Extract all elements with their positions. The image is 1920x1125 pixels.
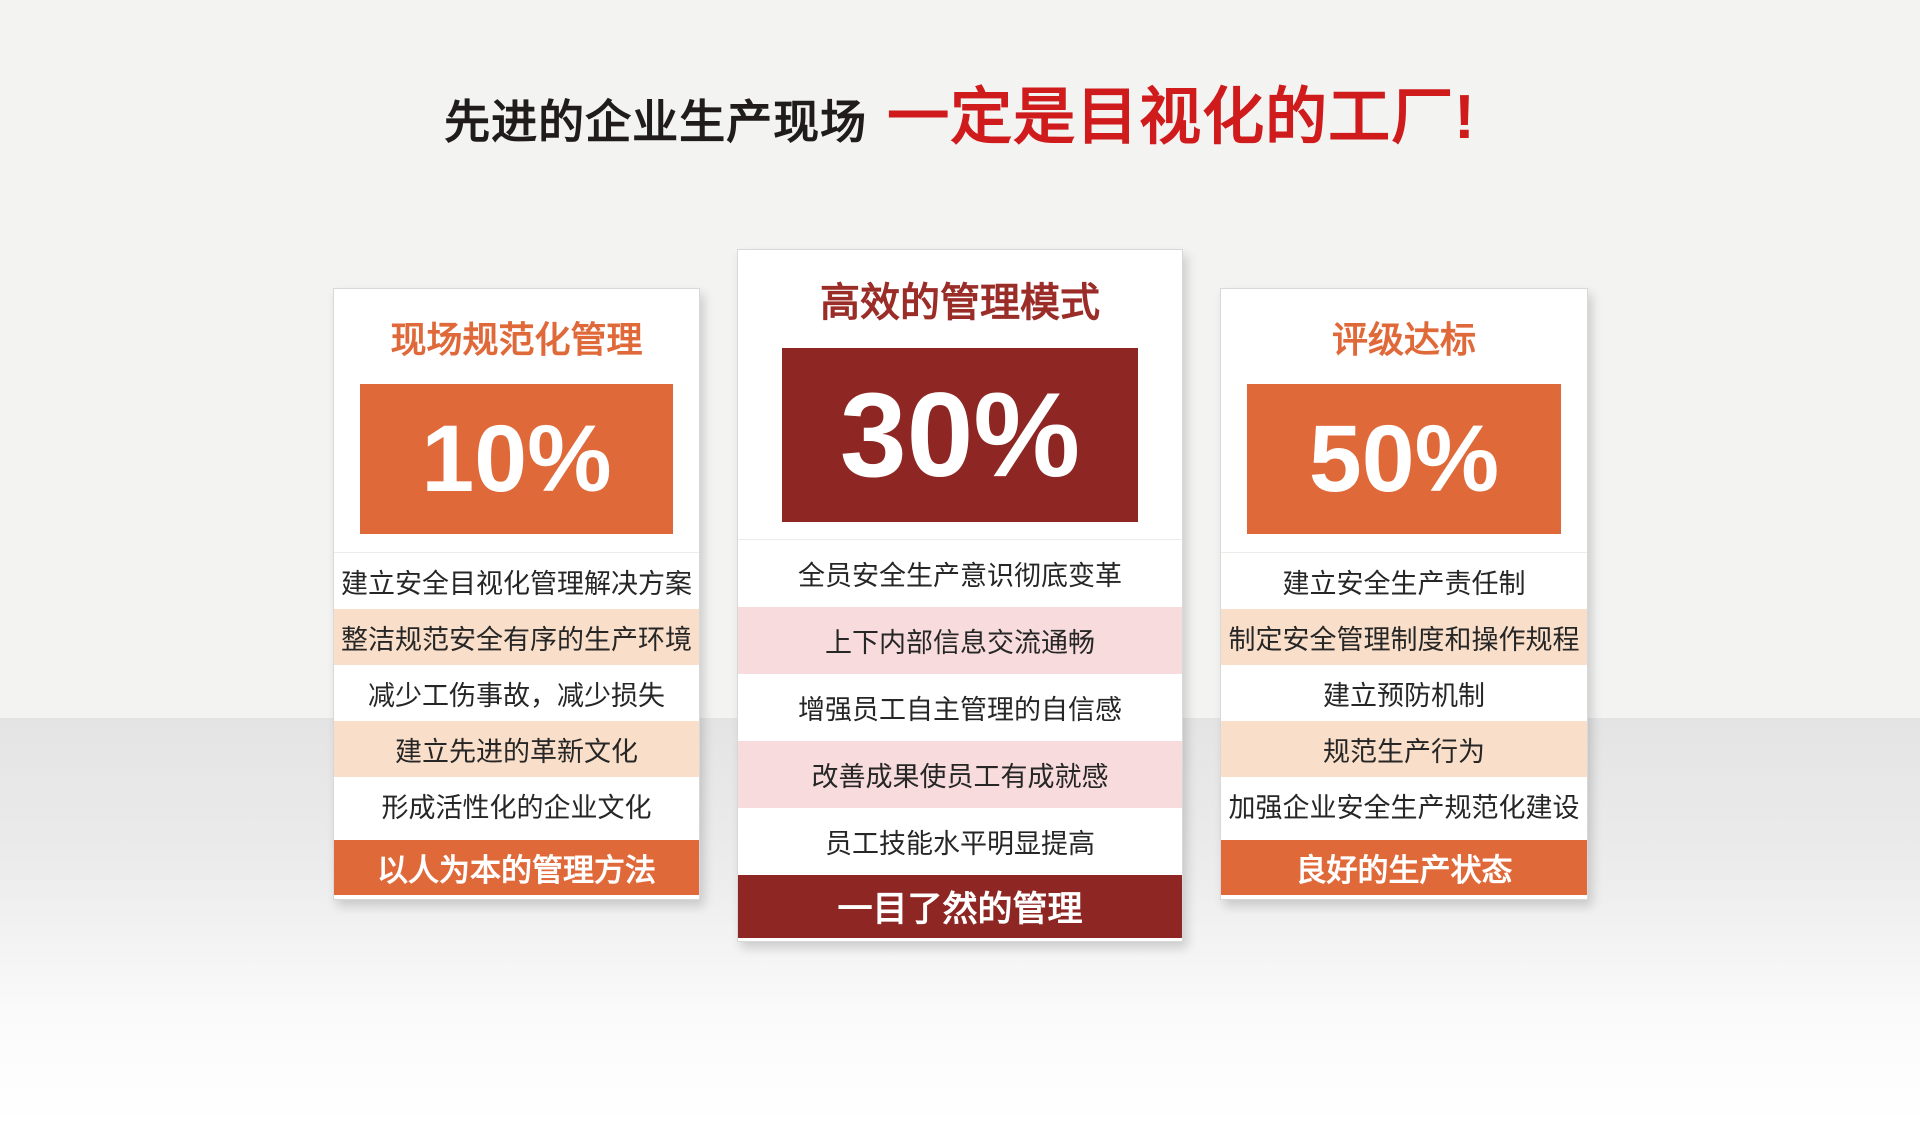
- benefit-row: 建立安全目视化管理解决方案: [341, 568, 692, 599]
- percent-box: 30%: [782, 348, 1138, 523]
- card-footer: 一目了然的管理: [738, 875, 1182, 938]
- percent-box: 50%: [1247, 384, 1561, 534]
- benefit-list: 建立安全生产责任制 制定安全管理制度和操作规程 建立预防机制 规范生产行为 加强…: [1221, 552, 1587, 833]
- title-prefix: 先进的企业生产现场: [444, 96, 868, 148]
- benefit-list: 全员安全生产意识彻底变革 上下内部信息交流通畅 增强员工自主管理的自信感 改善成…: [738, 539, 1182, 875]
- benefit-row: 加强企业安全生产规范化建设: [1228, 792, 1580, 823]
- card-efficient-management: 高效的管理模式 30% 全员安全生产意识彻底变革 上下内部信息交流通畅 增强员工…: [737, 249, 1183, 942]
- percent-value: 10%: [421, 405, 612, 512]
- benefit-row: 建立预防机制: [1323, 680, 1485, 711]
- card-footer: 以人为本的管理方法: [334, 840, 699, 895]
- percent-box: 10%: [360, 384, 673, 534]
- benefit-row: 形成活性化的企业文化: [381, 792, 652, 823]
- benefit-row: 员工技能水平明显提高: [825, 829, 1095, 860]
- benefit-row: 改善成果使员工有成就感: [738, 741, 1182, 809]
- card-heading: 现场规范化管理: [390, 318, 643, 360]
- benefit-row: 全员安全生产意识彻底变革: [798, 561, 1122, 592]
- card-heading: 评级达标: [1331, 318, 1476, 360]
- card-onsite-standardization: 现场规范化管理 10% 建立安全目视化管理解决方案 整洁规范安全有序的生产环境 …: [333, 288, 700, 900]
- benefit-row: 规范生产行为: [1221, 721, 1587, 777]
- slide-title: 先进的企业生产现场 一定是目视化的工厂!: [0, 66, 1920, 156]
- percent-value: 30%: [839, 368, 1081, 503]
- card-heading: 高效的管理模式: [820, 281, 1100, 326]
- benefit-row: 建立先进的革新文化: [334, 721, 699, 777]
- benefit-row: 整洁规范安全有序的生产环境: [334, 609, 699, 665]
- benefit-row: 建立安全生产责任制: [1282, 568, 1526, 599]
- benefit-row: 制定安全管理制度和操作规程: [1221, 609, 1587, 665]
- benefit-row: 增强员工自主管理的自信感: [798, 695, 1122, 726]
- card-rating-compliance: 评级达标 50% 建立安全生产责任制 制定安全管理制度和操作规程 建立预防机制 …: [1220, 288, 1588, 900]
- title-emphasis: 一定是目视化的工厂!: [887, 83, 1476, 152]
- benefit-list: 建立安全目视化管理解决方案 整洁规范安全有序的生产环境 减少工伤事故，减少损失 …: [334, 552, 699, 833]
- benefit-row: 减少工伤事故，减少损失: [368, 680, 665, 711]
- percent-value: 50%: [1308, 405, 1500, 512]
- benefit-row: 上下内部信息交流通畅: [738, 607, 1182, 675]
- card-footer: 良好的生产状态: [1221, 840, 1587, 895]
